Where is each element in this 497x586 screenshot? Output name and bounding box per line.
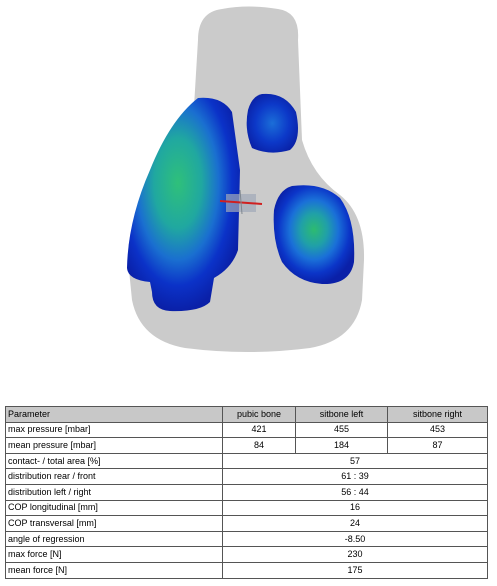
center-of-pressure (219, 189, 263, 215)
table-row: COP transversal [mm] 24 (5, 515, 488, 532)
table-cell: max pressure [mbar] (5, 421, 223, 439)
results-table: Parameter pubic bone sitbone left sitbone r… (5, 406, 488, 579)
table-cell: distribution rear / front (5, 468, 223, 485)
table-cell: COP transversal [mm] (5, 515, 223, 532)
table-cell: 421 (222, 421, 296, 439)
table-cell: sitbone left (295, 406, 388, 423)
table-cell: 184 (295, 437, 388, 454)
table-cell: max force [N] (5, 546, 223, 563)
table-row: mean force [N] 175 (5, 561, 488, 579)
table-cell: Parameter (5, 406, 223, 423)
table-cell: 24 (222, 515, 488, 532)
table-cell: -8.50 (222, 530, 488, 548)
table-cell: 453 (387, 421, 488, 439)
table-cell: mean pressure [mbar] (5, 437, 223, 454)
table-row: distribution rear / front 61 : 39 (5, 468, 488, 485)
table-row: max force [N] 230 (5, 546, 488, 563)
pressure-map (127, 6, 365, 352)
table-row: max pressure [mbar] 421 455 453 (5, 421, 488, 439)
table-header: Parameter pubic bone sitbone left sitbone r… (5, 406, 488, 423)
pressure-area-right (273, 185, 355, 285)
table-cell: pubic bone (222, 406, 296, 423)
table-cell: 57 (222, 452, 488, 470)
table-row: mean pressure [mbar] 84 184 87 (5, 437, 488, 454)
pressure-area-left (127, 97, 240, 312)
table-row: contact- / total area [%] 57 (5, 452, 488, 470)
table-cell: 175 (222, 561, 488, 579)
table-row: COP longitudinal [mm] 16 (5, 499, 488, 517)
table-cell: 230 (222, 546, 488, 563)
table-cell: 455 (295, 421, 388, 439)
table-cell: mean force [N] (5, 561, 223, 579)
table-cell: distribution left / right (5, 483, 223, 501)
table-cell: COP longitudinal [mm] (5, 499, 223, 517)
table-cell: 16 (222, 499, 488, 517)
table-cell: 87 (387, 437, 488, 454)
table-cell: sitbone right (387, 406, 488, 423)
table-cell: contact- / total area [%] (5, 452, 223, 470)
table-cell: 56 : 44 (222, 483, 488, 501)
pressure-area-front (246, 93, 298, 153)
table-cell: 84 (222, 437, 296, 454)
table-cell: angle of regression (5, 530, 223, 548)
table-row: angle of regression -8.50 (5, 530, 488, 548)
table-cell: 61 : 39 (222, 468, 488, 485)
table-row: distribution left / right 56 : 44 (5, 483, 488, 501)
